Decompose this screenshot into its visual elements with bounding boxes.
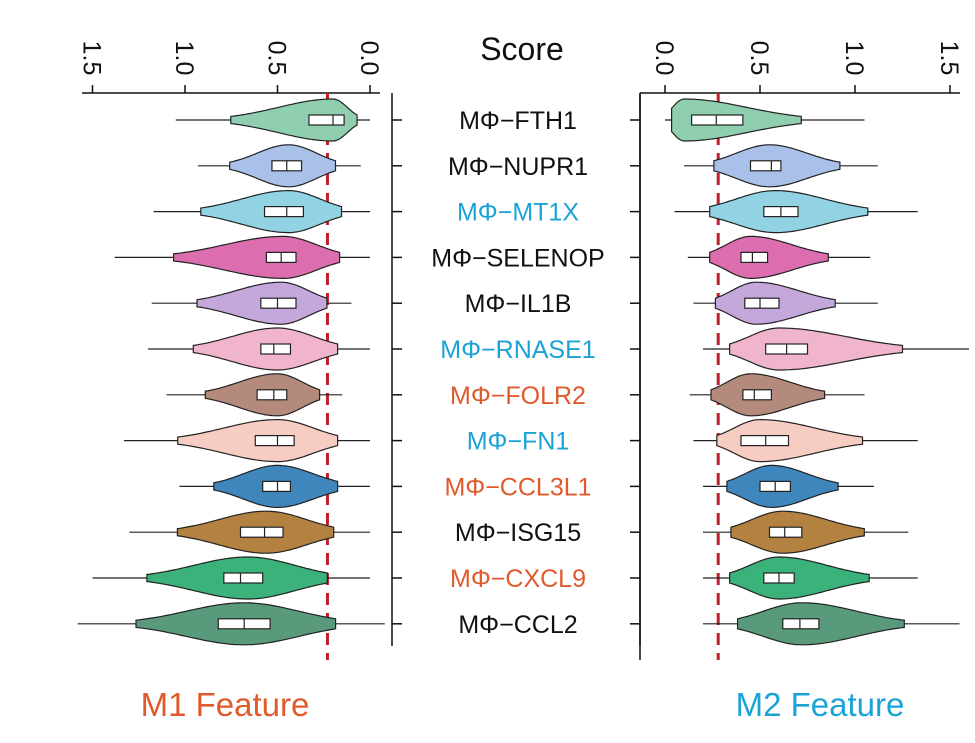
- category-label: MΦ−IL1B: [465, 290, 572, 318]
- iqr-box: [742, 389, 773, 401]
- iqr-box: [254, 435, 295, 447]
- x-tick-label: 0.5: [263, 41, 291, 76]
- violin: [148, 327, 370, 371]
- m1-feature-label: M1 Feature: [141, 686, 310, 723]
- violin: [129, 510, 370, 554]
- iqr-box: [744, 297, 780, 309]
- violin: [77, 602, 385, 646]
- category-label: MΦ−CXCL9: [450, 565, 586, 593]
- violin: [703, 510, 909, 554]
- iqr-box: [308, 114, 345, 126]
- violin: [179, 464, 370, 508]
- m1-feature-panel: 0.0 0.5 1.0 1.5: [77, 41, 402, 660]
- x-tick-label: 1.0: [840, 41, 868, 76]
- category-label: MΦ−FTH1: [459, 107, 577, 135]
- violin: [175, 98, 370, 142]
- category-label: MΦ−CCL3L1: [444, 473, 591, 501]
- violin-body: [716, 419, 864, 463]
- iqr-box: [749, 160, 782, 172]
- iqr-box: [690, 114, 744, 126]
- violin: [114, 235, 370, 279]
- violin: [665, 98, 865, 142]
- violin-body: [173, 235, 341, 279]
- violin: [703, 556, 918, 600]
- violin: [153, 190, 370, 234]
- iqr-box: [223, 572, 264, 584]
- category-label: MΦ−ISG15: [455, 519, 581, 547]
- violin: [197, 144, 361, 188]
- x-tick-label: 1.5: [78, 41, 106, 76]
- x-tick-label: 1.0: [170, 41, 198, 76]
- iqr-box: [260, 343, 292, 355]
- x-tick-label: 0.0: [650, 41, 678, 76]
- violin: [689, 373, 865, 417]
- category-label: MΦ−NUPR1: [448, 153, 588, 181]
- violin: [703, 327, 969, 371]
- violin: [151, 281, 352, 325]
- violin: [693, 419, 918, 463]
- m2-feature-panel: 0.0 0.5 1.0 1.5: [630, 41, 969, 660]
- violin-body: [709, 235, 829, 279]
- iqr-box: [256, 389, 288, 401]
- category-label: MΦ−FOLR2: [450, 382, 586, 410]
- category-label: MΦ−CCL2: [458, 611, 577, 639]
- category-label: MΦ−RNASE1: [440, 336, 595, 364]
- violin: [166, 373, 343, 417]
- category-label: MΦ−FN1: [467, 428, 570, 456]
- violin: [693, 281, 878, 325]
- chart-title: Score: [480, 31, 564, 67]
- violin: [703, 464, 874, 508]
- violin: [684, 144, 878, 188]
- violin-body: [230, 98, 358, 142]
- iqr-box: [740, 251, 769, 263]
- iqr-box: [260, 297, 297, 309]
- violin: [123, 419, 370, 463]
- iqr-box: [239, 526, 284, 538]
- iqr-box: [263, 206, 304, 218]
- iqr-box: [768, 526, 803, 538]
- category-label: MΦ−SELENOP: [431, 244, 604, 272]
- category-labels: MΦ−FTH1 MΦ−NUPR1 MΦ−MT1X MΦ−SELENOP MΦ−IL1B M…: [431, 107, 604, 639]
- violin: [674, 190, 918, 234]
- x-tick-label: 0.0: [355, 41, 383, 76]
- iqr-box: [782, 618, 820, 630]
- iqr-box: [740, 435, 790, 447]
- x-tick-label: 0.5: [745, 41, 773, 76]
- m2-feature-label: M2 Feature: [736, 686, 905, 723]
- iqr-box: [262, 480, 292, 492]
- violin: [703, 602, 960, 646]
- category-label: MΦ−MT1X: [457, 199, 579, 227]
- x-tick-label: 1.5: [935, 41, 963, 76]
- violin-body: [729, 327, 904, 371]
- violin: [687, 235, 871, 279]
- violin-body: [737, 602, 905, 646]
- violin: [92, 556, 370, 600]
- violin-body: [729, 556, 870, 600]
